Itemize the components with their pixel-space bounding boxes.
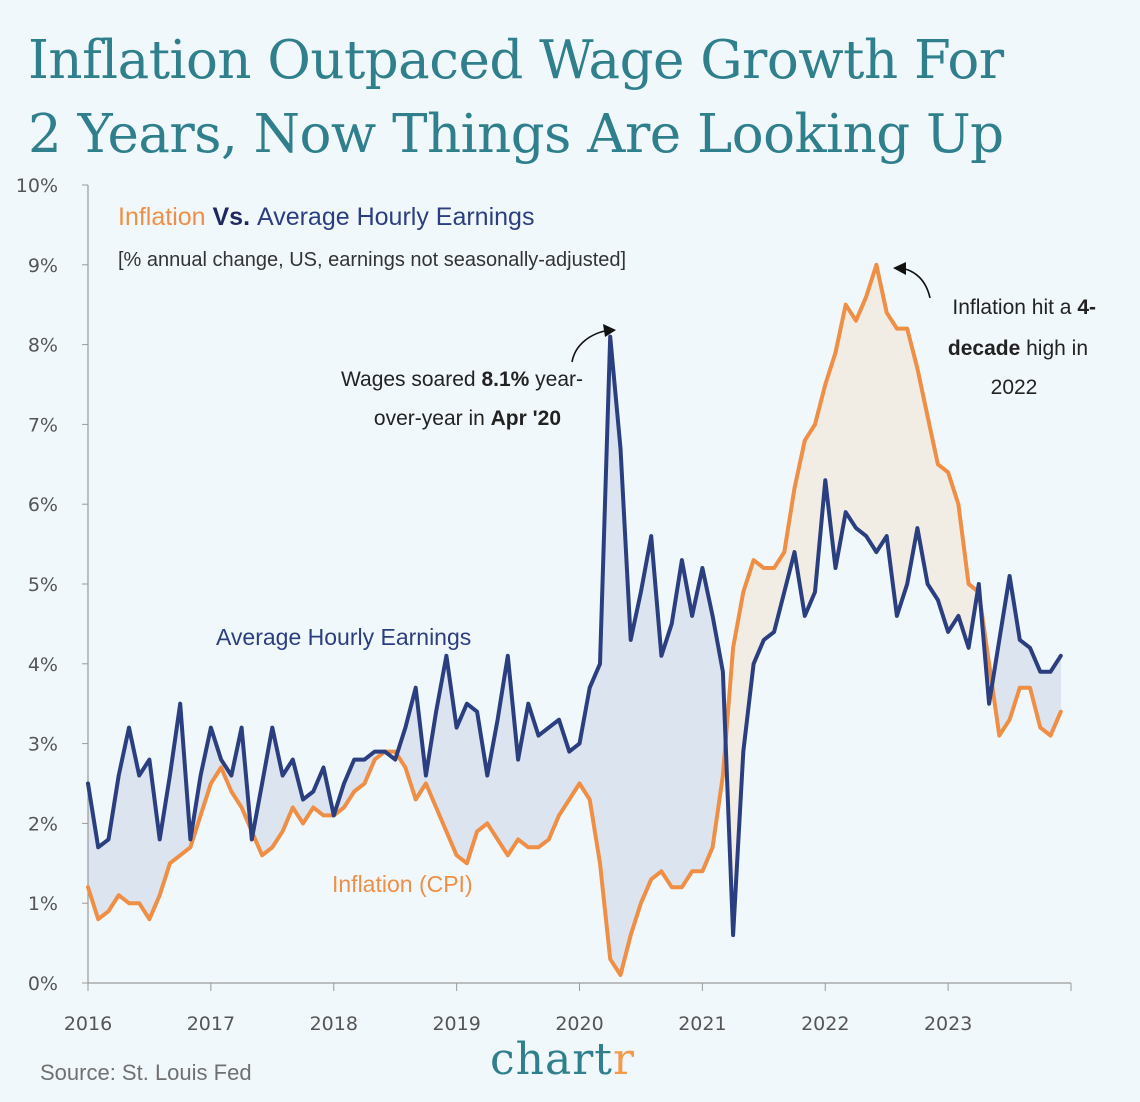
gap-fill	[865, 264, 877, 554]
y-tick-label: 9%	[28, 255, 58, 277]
earnings-line	[86, 334, 1063, 938]
annotation-inflation-1a: Inflation hit a	[952, 296, 1077, 319]
gap-fill	[538, 727, 550, 848]
chart-title-inflation: Inflation	[118, 203, 206, 231]
y-tick-label: 8%	[28, 335, 58, 357]
annotation-wages-2a: over-year in	[374, 407, 491, 430]
annotation-wages-1c: year-	[529, 368, 583, 391]
headline-line-1: Inflation Outpaced Wage Growth For	[28, 30, 1004, 91]
chart-subtitle: [% annual change, US, earnings not seaso…	[118, 249, 626, 271]
x-tick-label: 2016	[64, 1013, 112, 1035]
gap-fill	[138, 758, 150, 921]
y-tick-label: 2%	[28, 813, 58, 835]
annotation-wages-2b: Apr '20	[491, 407, 561, 430]
x-tick-label: 2023	[924, 1013, 972, 1035]
gap-fill	[630, 591, 642, 936]
annotation-wages-1b: 8.1%	[481, 368, 529, 391]
chart-axes: 0% 1% 2% 3% 4% 5% 6% 7% 8% 9% 10% 2016 2017 2018 2019 2…	[16, 175, 1072, 1035]
logo-main: chart	[490, 1034, 613, 1085]
headline-line-2: 2 Years, Now Things Are Looking Up	[28, 104, 1004, 165]
y-tick-label: 4%	[28, 654, 58, 676]
chart-title: Inflation Vs. Average Hourly Earnings	[118, 203, 534, 231]
annotation-inflation-1b: 4-	[1077, 296, 1096, 319]
logo-accent: r	[612, 1034, 635, 1085]
annotation-inflation-2a: decade	[948, 337, 1020, 360]
chart-title-earnings: Average Hourly Earnings	[257, 203, 534, 231]
y-tick-label: 10%	[16, 175, 58, 197]
annotation-wages-line-1: Wages soared 8.1% year-	[341, 368, 583, 391]
x-tick-label: 2022	[801, 1013, 849, 1035]
gap-fill	[855, 296, 867, 537]
x-tick-label: 2020	[555, 1013, 603, 1035]
annotation-inflation-2b: high in	[1020, 337, 1088, 360]
annotation-inflation-line-3: 2022	[991, 376, 1038, 399]
x-tick-label: 2021	[678, 1013, 726, 1035]
annotation-wages-arrowhead	[603, 324, 616, 337]
gap-fill	[97, 838, 109, 920]
annotation-wages-line-2: over-year in Apr '20	[374, 407, 561, 430]
annotation-wages-1a: Wages soared	[341, 368, 481, 391]
annotation-inflation-arrowhead	[893, 262, 906, 275]
gap-fill	[763, 567, 775, 641]
annotation-wages-arrow	[571, 329, 611, 363]
y-tick-label: 3%	[28, 734, 58, 756]
source-note: Source: St. Louis Fed	[40, 1060, 252, 1085]
y-tick-label: 6%	[28, 494, 58, 516]
annotation-inflation-line-1: Inflation hit a 4-	[952, 296, 1096, 319]
chartr-logo: chartr	[490, 1034, 635, 1085]
gap-fill	[661, 623, 672, 889]
gap-fill	[845, 303, 857, 530]
chart-title-vs: Vs.	[206, 203, 257, 231]
y-tick-label: 7%	[28, 414, 58, 436]
annotation-inflation-line-2: decade high in	[948, 337, 1088, 360]
series-label-inflation: Inflation (CPI)	[332, 871, 473, 897]
x-tick-label: 2017	[187, 1013, 235, 1035]
series-label-earnings: Average Hourly Earnings	[216, 624, 471, 650]
y-tick-label: 1%	[28, 893, 58, 915]
x-tick-label: 2018	[310, 1013, 358, 1035]
y-tick-label: 0%	[28, 973, 58, 995]
headline: Inflation Outpaced Wage Growth For 2 Yea…	[28, 24, 1128, 172]
y-tick-label: 5%	[28, 574, 58, 596]
gap-fill	[896, 328, 908, 617]
chart-lines	[86, 262, 1063, 977]
x-tick-label: 2019	[432, 1013, 480, 1035]
